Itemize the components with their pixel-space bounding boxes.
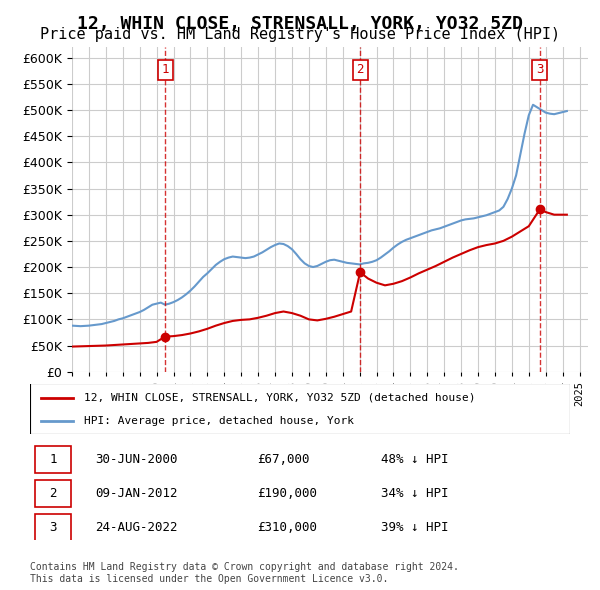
Text: 24-AUG-2022: 24-AUG-2022 <box>95 521 178 534</box>
Text: 30-JUN-2000: 30-JUN-2000 <box>95 453 178 466</box>
Text: 12, WHIN CLOSE, STRENSALL, YORK, YO32 5ZD (detached house): 12, WHIN CLOSE, STRENSALL, YORK, YO32 5Z… <box>84 392 476 402</box>
Text: 2: 2 <box>49 487 57 500</box>
Text: 12, WHIN CLOSE, STRENSALL, YORK, YO32 5ZD: 12, WHIN CLOSE, STRENSALL, YORK, YO32 5Z… <box>77 15 523 33</box>
Text: 39% ↓ HPI: 39% ↓ HPI <box>381 521 449 534</box>
Text: 1: 1 <box>161 63 169 77</box>
Text: £67,000: £67,000 <box>257 453 310 466</box>
FancyBboxPatch shape <box>35 480 71 507</box>
Text: £310,000: £310,000 <box>257 521 317 534</box>
FancyBboxPatch shape <box>35 514 71 541</box>
Text: 09-JAN-2012: 09-JAN-2012 <box>95 487 178 500</box>
Text: 3: 3 <box>536 63 544 77</box>
Text: 3: 3 <box>49 521 57 534</box>
Text: £190,000: £190,000 <box>257 487 317 500</box>
Text: Contains HM Land Registry data © Crown copyright and database right 2024.
This d: Contains HM Land Registry data © Crown c… <box>30 562 459 584</box>
Text: 34% ↓ HPI: 34% ↓ HPI <box>381 487 449 500</box>
FancyBboxPatch shape <box>35 446 71 473</box>
Text: HPI: Average price, detached house, York: HPI: Average price, detached house, York <box>84 416 354 426</box>
FancyBboxPatch shape <box>30 384 570 434</box>
Text: 2: 2 <box>356 63 364 77</box>
Text: 1: 1 <box>49 453 57 466</box>
Text: Price paid vs. HM Land Registry's House Price Index (HPI): Price paid vs. HM Land Registry's House … <box>40 27 560 41</box>
Text: 48% ↓ HPI: 48% ↓ HPI <box>381 453 449 466</box>
